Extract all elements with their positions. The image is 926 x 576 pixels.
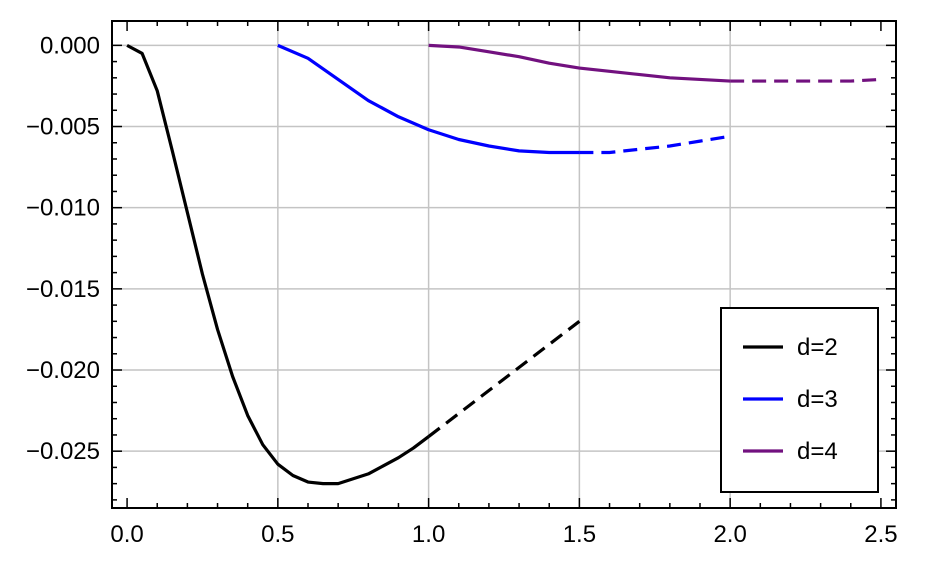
axis-ticks [112,21,896,508]
series-line-d2-dashed [427,320,581,438]
series-line-d2-solid [126,43,430,486]
y-axis-tick-labels: 0.000 −0.005 −0.010 −0.015 −0.020 −0.025 [26,32,100,465]
x-tick-label: 1.0 [412,521,445,548]
y-tick-label: −0.015 [26,276,100,303]
plot-series [126,43,882,486]
plot-frame [111,20,897,509]
y-tick-label: −0.010 [26,195,100,222]
x-tick-label: 2.0 [713,521,746,548]
legend-label-d4: d=4 [797,438,838,465]
y-tick-label: −0.005 [26,114,100,141]
series-line-d3-dashed [579,134,731,155]
legend-label-d3: d=3 [797,386,838,413]
series-line-d3-solid [277,43,580,155]
x-tick-label: 0.5 [261,521,294,548]
legend: d=2 d=3 d=4 [720,307,879,493]
x-tick-label: 1.5 [563,521,596,548]
y-tick-label: −0.025 [26,438,100,465]
legend-label-d2: d=2 [797,334,838,361]
x-axis-tick-labels: 0.0 0.5 1.0 1.5 2.0 2.5 [110,521,897,548]
x-tick-label: 0.0 [110,521,143,548]
y-tick-label: −0.020 [26,357,100,384]
y-tick-label: 0.000 [40,32,100,59]
series-line-d4-solid [428,43,731,83]
x-tick-label: 2.5 [864,521,897,548]
series-line-d4-dashed [730,77,882,83]
